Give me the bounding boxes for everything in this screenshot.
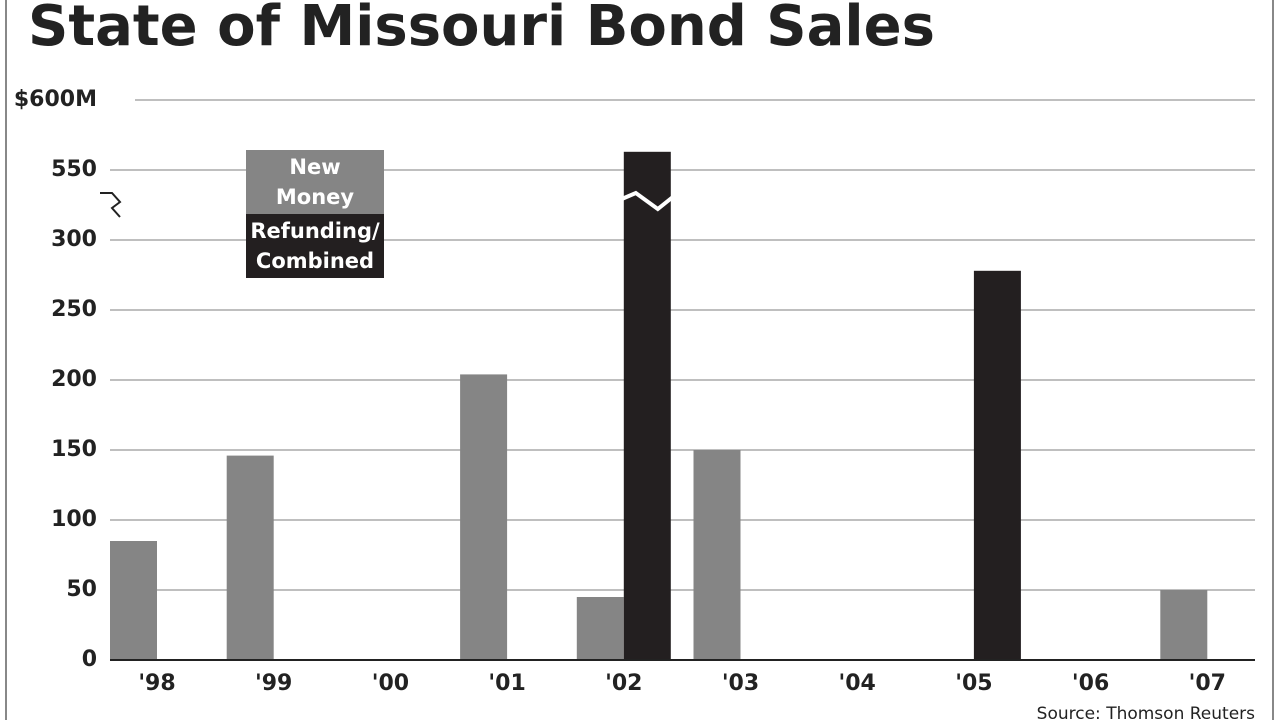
y-tick-label: 0 xyxy=(82,647,97,672)
x-tick-label: '99 xyxy=(255,671,292,696)
bar-break xyxy=(621,190,675,212)
x-tick-label: '05 xyxy=(955,671,992,696)
legend-entry: New Money xyxy=(246,150,384,214)
bar xyxy=(973,270,1021,660)
y-tick-label: 150 xyxy=(51,437,97,462)
x-tick-label: '00 xyxy=(372,671,409,696)
bar xyxy=(226,455,274,660)
chart-title: State of Missouri Bond Sales xyxy=(28,0,935,59)
x-tick-label: '01 xyxy=(488,671,525,696)
y-tick-label: 250 xyxy=(51,297,97,322)
y-tick-label: $600M xyxy=(14,87,97,112)
x-tick-label: '03 xyxy=(722,671,759,696)
x-tick-label: '04 xyxy=(839,671,876,696)
x-tick-label: '07 xyxy=(1189,671,1226,696)
bar xyxy=(693,450,741,660)
y-tick-label: 100 xyxy=(51,507,97,532)
x-tick-label: '02 xyxy=(605,671,642,696)
legend: New Money Refunding/ Combined xyxy=(246,150,384,278)
x-tick-label: '06 xyxy=(1072,671,1109,696)
source: Source: Thomson Reuters xyxy=(1037,704,1255,720)
y-tick-label: 50 xyxy=(66,577,97,602)
legend-entry: Refunding/ Combined xyxy=(246,214,384,278)
x-tick-label: '98 xyxy=(138,671,175,696)
axis-break xyxy=(100,192,122,218)
bar xyxy=(460,374,508,660)
bar xyxy=(623,151,671,661)
y-tick-label: 550 xyxy=(51,157,97,182)
frame-border xyxy=(5,0,1274,724)
y-tick-label: 300 xyxy=(51,227,97,252)
bar xyxy=(576,597,624,660)
bar xyxy=(1160,590,1208,660)
y-tick-label: 200 xyxy=(51,367,97,392)
bar xyxy=(110,541,157,660)
